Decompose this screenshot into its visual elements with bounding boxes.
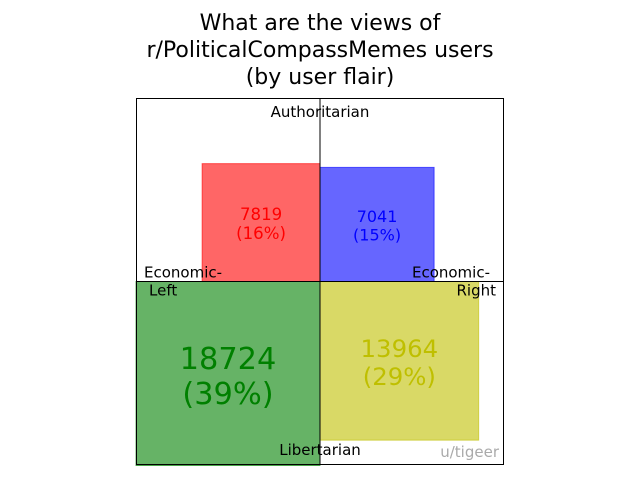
axis-label-left-line-2: Left bbox=[149, 282, 177, 300]
count-label-lib-left: 18724 bbox=[180, 342, 277, 377]
axis-label-bottom: Libertarian bbox=[279, 441, 361, 459]
percent-label-auth-right: (15%) bbox=[353, 225, 401, 244]
percent-label-auth-left: (16%) bbox=[236, 224, 286, 243]
axis-label-right-line-1: Economic- bbox=[412, 264, 490, 282]
axis-label-left-line-1: Economic- bbox=[144, 264, 222, 282]
percent-label-lib-left: (39%) bbox=[182, 377, 273, 412]
count-label-auth-right: 7041 bbox=[357, 207, 398, 226]
percent-label-lib-right: (29%) bbox=[363, 362, 436, 391]
chart-title-line-1: What are the views of bbox=[199, 11, 441, 36]
count-label-auth-left: 7819 bbox=[240, 205, 282, 224]
chart-title-line-3: (by user flair) bbox=[245, 65, 395, 90]
plot-border bbox=[136, 98, 504, 465]
chart-title-line-2: r/PoliticalCompassMemes users bbox=[146, 38, 494, 63]
axis-label-top: Authoritarian bbox=[271, 103, 370, 121]
axis-label-right-line-2: Right bbox=[457, 282, 497, 300]
quadrant-auth-left bbox=[201, 163, 321, 282]
count-label-lib-right: 13964 bbox=[361, 334, 439, 363]
credit-label: u/tigeer bbox=[440, 443, 500, 461]
chart-title: What are the views of r/PoliticalCompass… bbox=[0, 10, 640, 91]
quadrant-auth-right bbox=[319, 166, 435, 282]
